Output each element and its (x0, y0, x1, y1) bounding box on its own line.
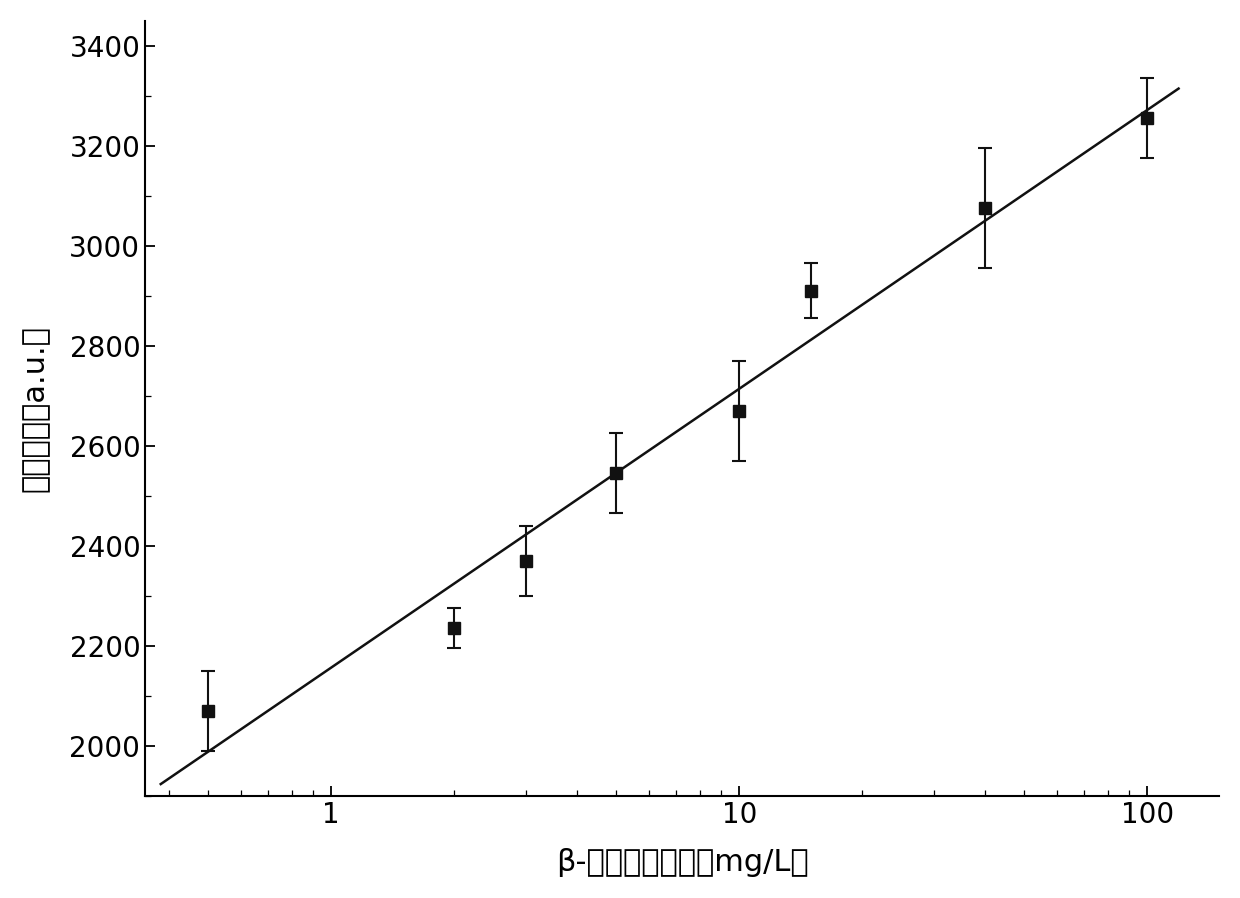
X-axis label: β-乳球蛋白浓度（mg/L）: β-乳球蛋白浓度（mg/L） (556, 849, 808, 877)
Y-axis label: 荧光强度（a.u.）: 荧光强度（a.u.） (21, 325, 50, 492)
